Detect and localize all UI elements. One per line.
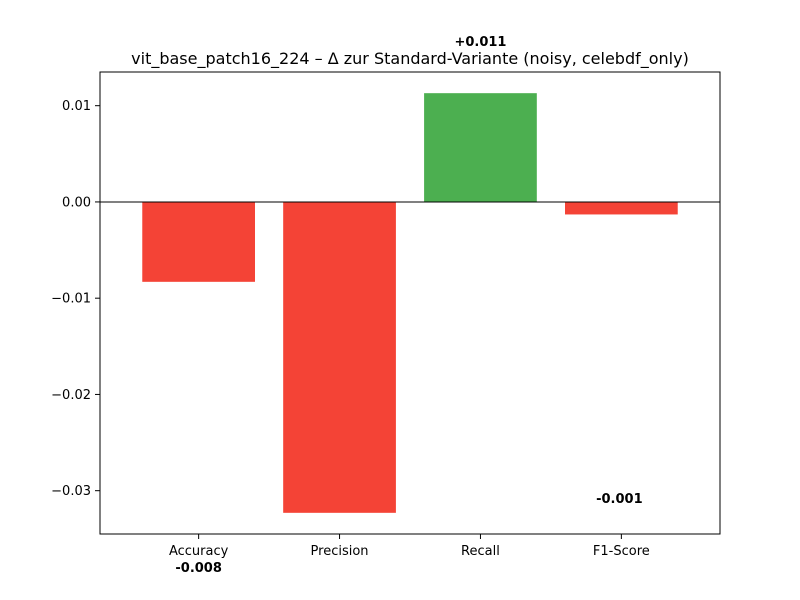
bar-precision (283, 201, 396, 513)
data-label-accuracy: -0.008 (175, 561, 222, 576)
data-label-recall: +0.011 (454, 35, 506, 50)
x-tick-label: F1-Score (593, 544, 650, 559)
x-tick-label: Recall (461, 544, 500, 559)
data-labels-group: -0.008 +0.011 -0.001 (175, 35, 642, 576)
bar-recall (424, 93, 537, 202)
x-tick-label: Accuracy (169, 544, 229, 559)
chart-title: vit_base_patch16_224 – Δ zur Standard-Va… (131, 49, 689, 69)
bar-f1-score (565, 201, 678, 215)
x-tick-label: Precision (311, 544, 369, 559)
y-tick-label: −0.02 (51, 388, 91, 403)
y-tick-label: 0.01 (62, 99, 91, 114)
bar-accuracy (142, 201, 255, 282)
plot-frame (99, 71, 721, 535)
y-tick-label: 0.00 (62, 195, 91, 210)
y-tick-label: −0.03 (51, 484, 91, 499)
y-tick-label: −0.01 (51, 292, 91, 307)
x-axis: Accuracy Precision Recall F1-Score (169, 534, 650, 559)
bars-group (142, 93, 678, 513)
y-axis: 0.01 0.00 −0.01 −0.02 −0.03 (51, 99, 100, 499)
data-label-f1-score: -0.001 (596, 492, 643, 507)
